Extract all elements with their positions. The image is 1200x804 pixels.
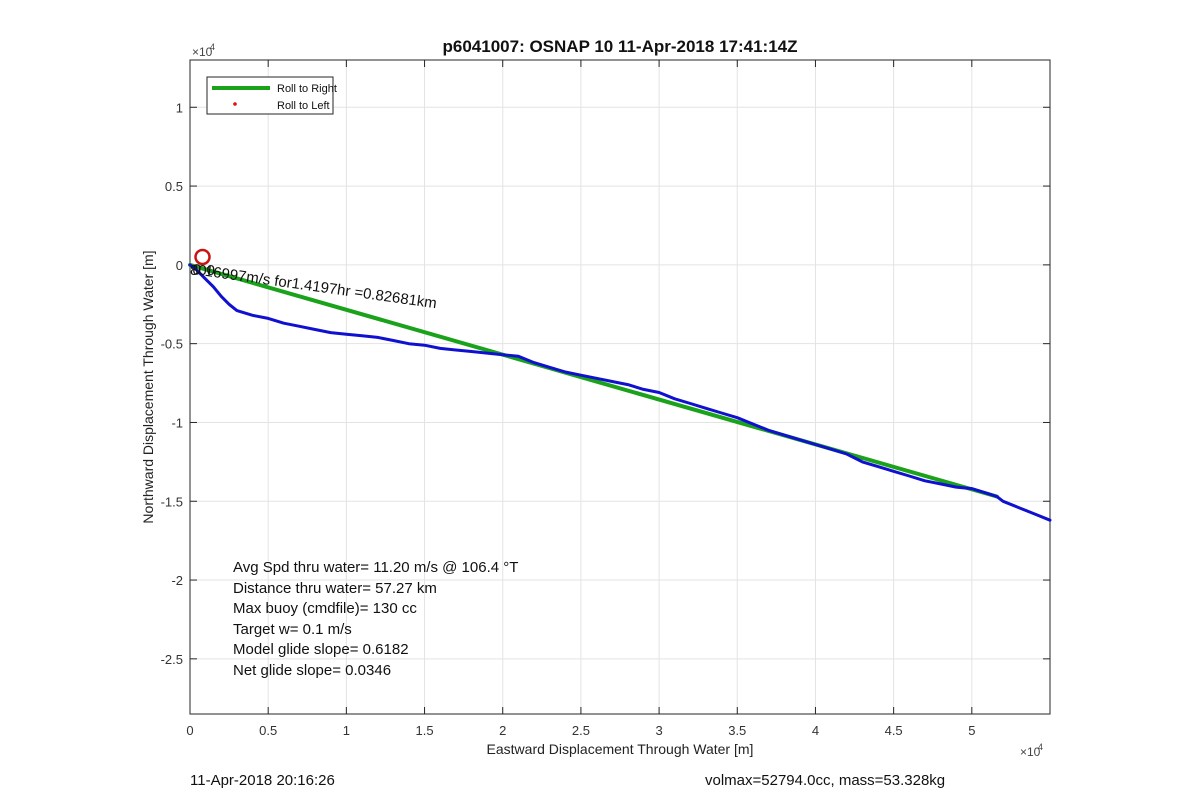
- grid: [189, 60, 1050, 714]
- x-multiplier-exponent: 4: [1038, 742, 1043, 752]
- start-point-marker: [194, 248, 211, 266]
- footer-volmax-mass: volmax=52794.0cc, mass=53.328kg: [705, 772, 946, 789]
- y-tick-label: -1: [171, 415, 183, 430]
- chart-title: p6041007: OSNAP 10 11-Apr-2018 17:41:14Z: [443, 37, 798, 56]
- x-multiplier-base: ×10: [1020, 745, 1041, 759]
- footer-timestamp: 11-Apr-2018 20:16:26: [190, 772, 335, 789]
- legend: Roll to Right Roll to Left: [206, 76, 337, 115]
- series-roll-to-right-line: [188, 262, 999, 499]
- stat-model-glide: Model glide slope= 0.6182: [233, 641, 409, 658]
- y-tick-label: 0: [176, 258, 183, 273]
- x-tick-label: 3: [655, 723, 662, 738]
- legend-label-roll-right: Roll to Right: [277, 83, 337, 95]
- legend-box: [206, 76, 334, 115]
- y-tick-label: -2: [171, 573, 183, 588]
- stat-max-buoy: Max buoy (cmdfile)= 130 cc: [233, 600, 417, 617]
- x-tick-label: 0: [186, 723, 193, 738]
- x-tick-label: 4.5: [885, 723, 903, 738]
- legend-label-roll-left: Roll to Left: [277, 100, 330, 112]
- y-multiplier-exponent: 4: [210, 42, 215, 52]
- x-tick-label: 1.5: [416, 723, 434, 738]
- legend-swatch-roll-left: [233, 102, 237, 106]
- x-tick-label: 1: [343, 723, 350, 738]
- y-axis-multiplier: ×10 4: [192, 42, 215, 59]
- stat-avg-speed: Avg Spd thru water= 11.20 m/s @ 106.4 °T: [233, 559, 518, 576]
- stat-target-w: Target w= 0.1 m/s: [233, 621, 352, 638]
- x-tick-label: 5: [968, 723, 975, 738]
- x-axis-multiplier: ×10 4: [1020, 742, 1043, 759]
- plot-area-frame: [189, 59, 1051, 715]
- stats-block: Avg Spd thru water= 11.20 m/s @ 106.4 °T…: [233, 559, 518, 679]
- x-tick-label: 4: [812, 723, 819, 738]
- axis-ticks: 0 0.5 1 1.5 2 2.5 3 3.5 4 4.5 5 -2.5 -2 -1.5 -1 -0.5 0 0.…: [161, 60, 1050, 738]
- y-axis-label: Northward Displacement Through Water [m]: [140, 250, 156, 523]
- x-tick-label: 3.5: [728, 723, 746, 738]
- y-tick-label: -0.5: [161, 337, 183, 352]
- track-annotation-overlap: 800: [190, 262, 215, 279]
- series-track-line: [188, 263, 1052, 522]
- stat-net-glide: Net glide slope= 0.0346: [233, 662, 391, 679]
- series-layer: [188, 248, 1052, 522]
- y-tick-label: -1.5: [161, 494, 183, 509]
- x-axis-label: Eastward Displacement Through Water [m]: [487, 741, 754, 757]
- y-tick-label: 0.5: [165, 179, 183, 194]
- stat-distance: Distance thru water= 57.27 km: [233, 580, 437, 597]
- y-multiplier-base: ×10: [192, 45, 213, 59]
- x-tick-label: 2.5: [572, 723, 590, 738]
- y-tick-label: -2.5: [161, 652, 183, 667]
- y-tick-label: 1: [176, 100, 183, 115]
- x-tick-label: 0.5: [259, 723, 277, 738]
- x-tick-label: 2: [499, 723, 506, 738]
